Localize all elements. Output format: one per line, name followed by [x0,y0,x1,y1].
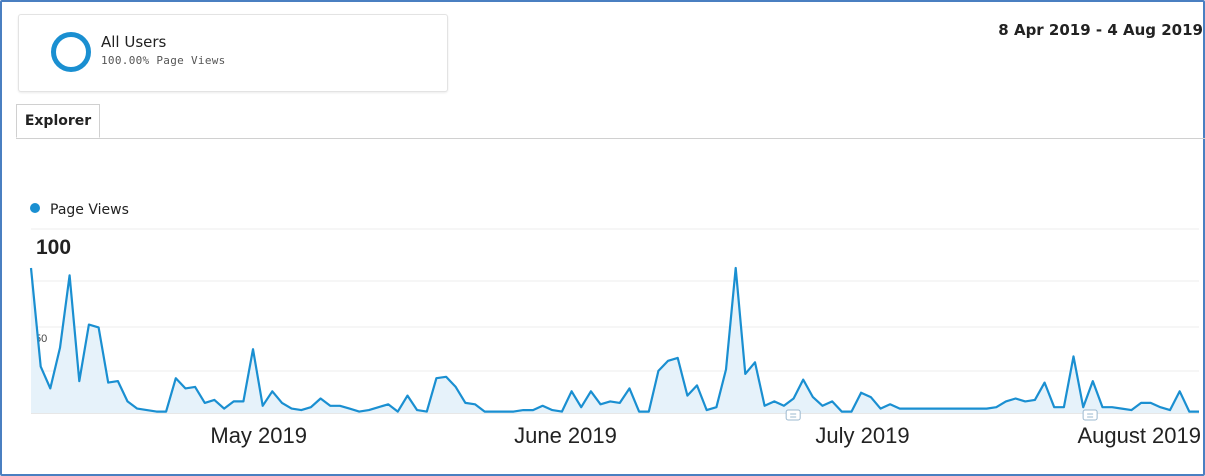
x-tick-label: July 2019 [815,423,909,448]
chart-legend[interactable]: Page Views [30,202,129,222]
date-range-picker[interactable]: 8 Apr 2019 - 4 Aug 2019 [998,21,1203,39]
segment-subtitle: 100.00% Page Views [101,54,226,67]
segment-name: All Users [101,33,167,51]
legend-dot-icon [30,203,40,213]
x-axis-labels: May 2019 June 2019 July 2019 August 2019 [210,423,1201,448]
annotation-marker[interactable] [785,409,801,421]
y-tick-label: 100 [36,236,71,259]
chart-grid [31,228,1199,414]
tab-explorer[interactable]: Explorer [16,104,100,138]
x-tick-label: August 2019 [1077,423,1201,448]
x-tick-label: June 2019 [514,423,617,448]
annotation-marker[interactable] [1082,409,1098,421]
segment-card[interactable]: All Users 100.00% Page Views [18,14,448,92]
segment-ring-icon [51,32,91,72]
annotation-box [785,409,801,421]
tab-divider [16,138,1205,139]
x-tick-label: May 2019 [210,423,307,448]
page-views-line[interactable] [29,266,1199,413]
legend-label: Page Views [50,202,129,218]
annotation-markers[interactable] [785,409,1098,421]
page-views-area [31,268,1199,413]
annotation-box [1082,409,1098,421]
